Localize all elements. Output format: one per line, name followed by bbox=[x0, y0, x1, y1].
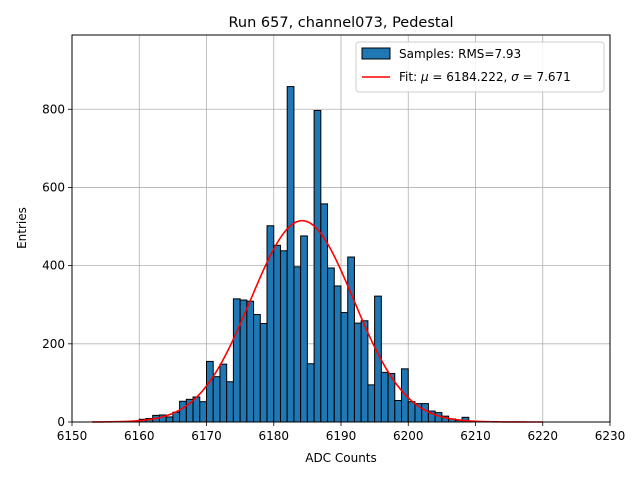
histogram-bar bbox=[347, 256, 355, 423]
y-tick-label: 600 bbox=[42, 180, 65, 194]
x-tick-label: 6150 bbox=[57, 429, 88, 443]
x-tick-label: 6220 bbox=[527, 429, 558, 443]
histogram-bar bbox=[286, 86, 295, 423]
chart-title: Run 657, channel073, Pedestal bbox=[228, 15, 453, 31]
legend: Samples: RMS=7.93 Fit: μ = 6184.222, σ =… bbox=[355, 41, 605, 93]
grid bbox=[71, 35, 611, 423]
histogram-bars bbox=[138, 86, 476, 423]
histogram-bar bbox=[340, 312, 349, 423]
y-axis-ticks: 0 200 400 600 800 bbox=[42, 102, 72, 429]
x-tick-label: 6230 bbox=[595, 429, 626, 443]
y-tick-label: 400 bbox=[42, 259, 65, 273]
legend-fit-suffix: = 7.671 bbox=[519, 70, 571, 84]
histogram-bar bbox=[293, 266, 302, 423]
histogram-bar bbox=[360, 320, 369, 423]
histogram-bar bbox=[259, 322, 268, 423]
histogram-bar bbox=[279, 250, 288, 423]
y-axis-label: Entries bbox=[15, 207, 29, 249]
histogram-bar bbox=[313, 109, 322, 423]
x-tick-label: 6170 bbox=[191, 429, 222, 443]
x-axis-ticks: 6150 6160 6170 6180 6190 6200 6210 6220 6230 bbox=[57, 422, 626, 443]
legend-fit-prefix: Fit: bbox=[399, 70, 421, 84]
histogram-bar bbox=[232, 298, 241, 423]
histogram-bar bbox=[306, 363, 315, 423]
x-tick-label: 6180 bbox=[258, 429, 289, 443]
legend-swatch-samples bbox=[361, 47, 391, 60]
histogram-bar bbox=[199, 401, 207, 423]
histogram-bar bbox=[333, 285, 342, 423]
y-tick-label: 800 bbox=[42, 102, 65, 116]
histogram-bar bbox=[300, 235, 308, 423]
histogram-bar bbox=[206, 360, 214, 423]
legend-box bbox=[355, 41, 605, 93]
legend-fit-sigma: σ bbox=[511, 70, 519, 84]
histogram-bar bbox=[179, 400, 187, 423]
histogram-bar bbox=[219, 363, 228, 423]
y-tick-label: 0 bbox=[57, 415, 65, 429]
histogram-bar bbox=[353, 322, 362, 423]
legend-label-samples: Samples: RMS=7.93 bbox=[399, 47, 521, 61]
x-tick-label: 6210 bbox=[460, 429, 491, 443]
histogram-bar bbox=[246, 300, 255, 423]
histogram-bar bbox=[165, 416, 174, 423]
histogram-bar bbox=[327, 267, 335, 423]
histogram-bar bbox=[192, 396, 201, 423]
y-tick-label: 200 bbox=[42, 337, 65, 351]
legend-fit-mid: = 6184.222, bbox=[429, 70, 512, 84]
x-axis-label: ADC Counts bbox=[305, 451, 377, 465]
histogram-bar bbox=[253, 314, 261, 423]
histogram-bar bbox=[421, 403, 429, 423]
histogram-bar bbox=[407, 401, 416, 423]
x-tick-label: 6200 bbox=[393, 429, 424, 443]
histogram-bar bbox=[273, 244, 281, 423]
legend-fit-mu: μ bbox=[420, 70, 429, 84]
fit-curve bbox=[92, 219, 543, 423]
x-tick-label: 6160 bbox=[124, 429, 155, 443]
histogram-bar bbox=[380, 371, 389, 423]
x-tick-label: 6190 bbox=[326, 429, 357, 443]
histogram-bar bbox=[320, 203, 329, 423]
histogram-bar bbox=[367, 384, 376, 423]
legend-label-fit: Fit: μ = 6184.222, σ = 7.671 bbox=[399, 70, 571, 84]
histogram-bar bbox=[394, 400, 403, 423]
histogram-bar bbox=[226, 381, 234, 423]
histogram-bar bbox=[212, 376, 221, 423]
